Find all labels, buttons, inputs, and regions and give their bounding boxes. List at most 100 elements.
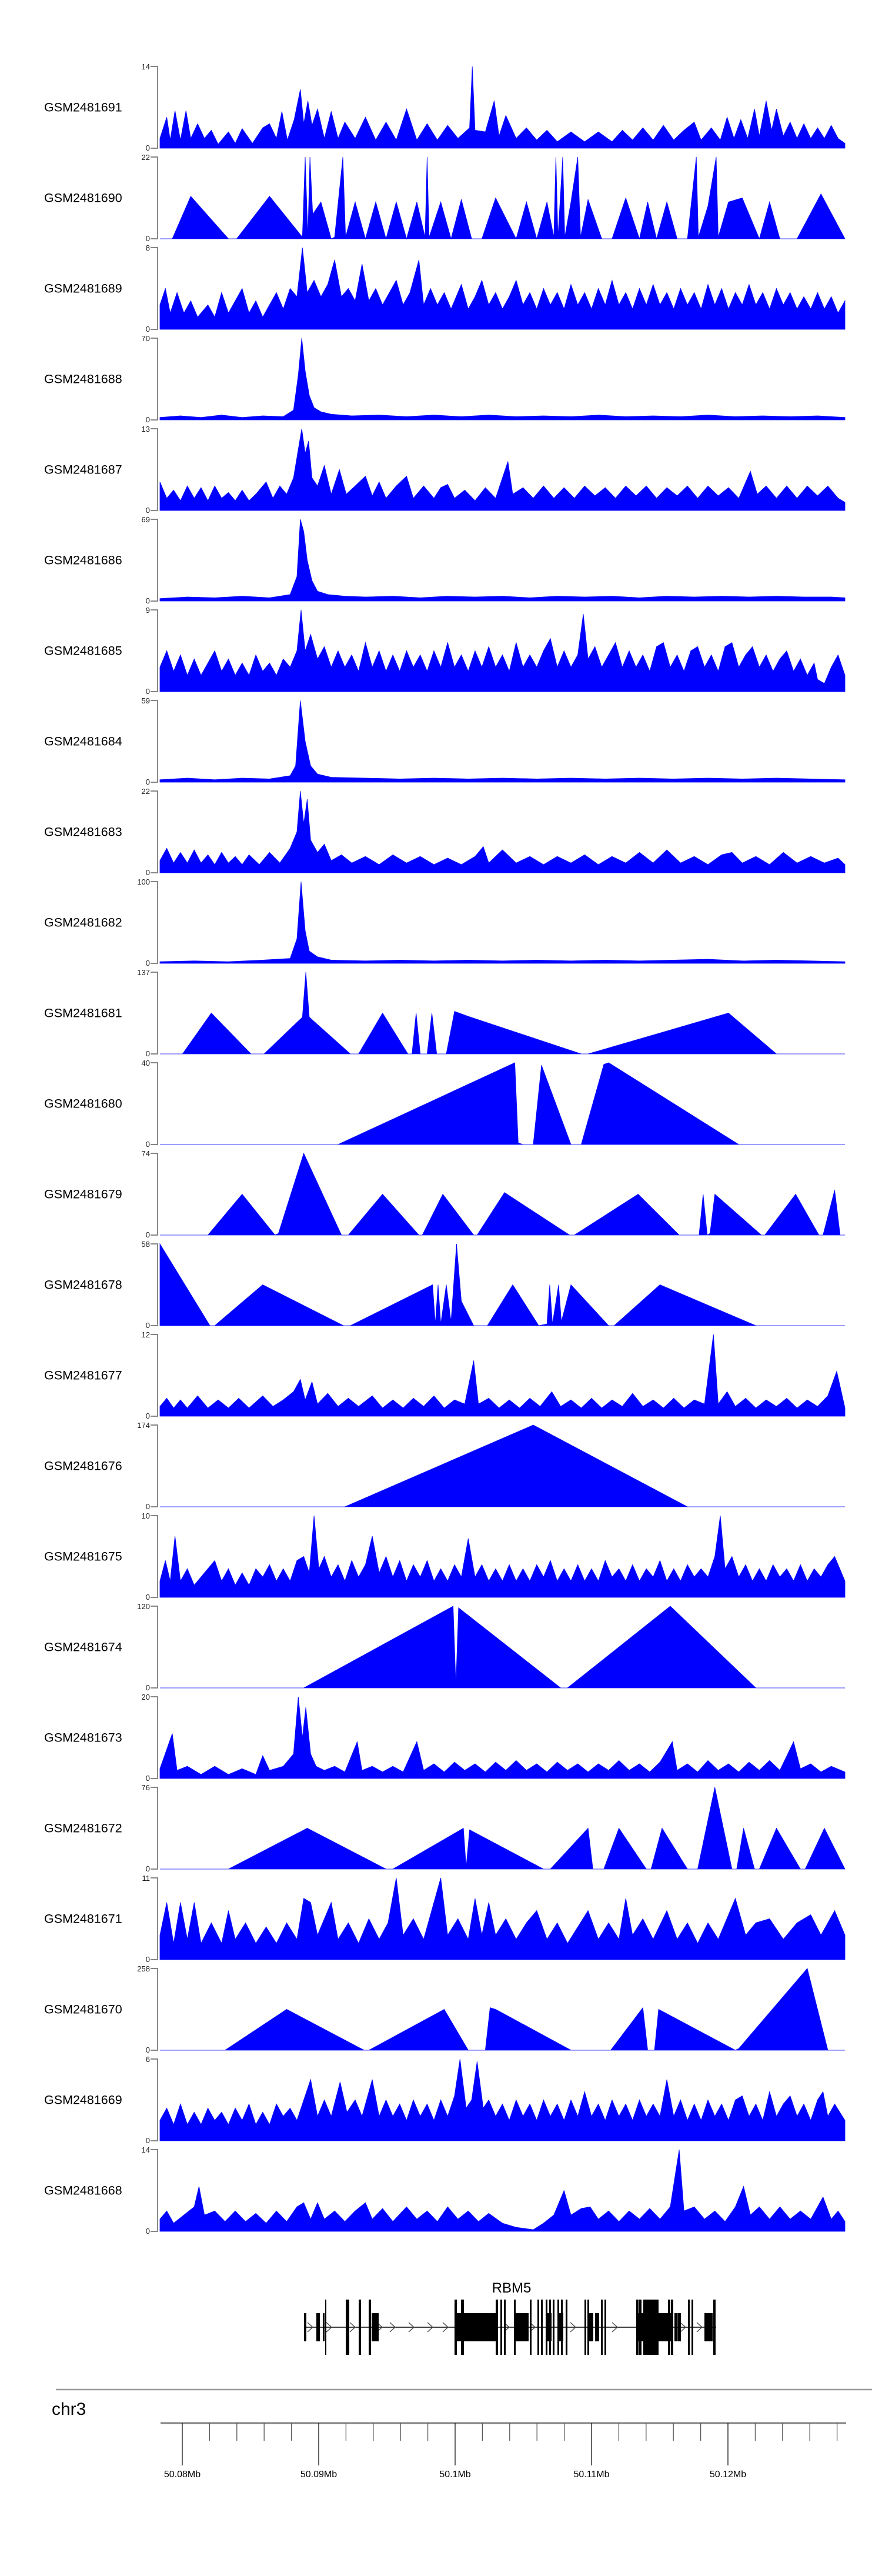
yaxis-min-label: 0 xyxy=(146,959,150,967)
exon-block xyxy=(691,2300,693,2355)
exon-block xyxy=(668,2300,670,2355)
exon-block xyxy=(323,2313,325,2341)
track-GSM2481676: GSM2481676 174 0 xyxy=(44,1421,845,1511)
track-GSM2481681: GSM2481681 137 0 xyxy=(44,968,845,1058)
track-name-label: GSM2481684 xyxy=(44,735,122,749)
coverage-profile xyxy=(159,519,846,602)
track-GSM2481669: GSM2481669 6 0 xyxy=(44,2055,846,2145)
exon-block xyxy=(636,2300,639,2355)
track-name-label: GSM2481669 xyxy=(44,2093,122,2107)
yaxis-min-label: 0 xyxy=(146,1683,150,1692)
coverage-profile xyxy=(159,2058,846,2141)
track-GSM2481690: GSM2481690 22 0 xyxy=(44,153,846,243)
exon-block xyxy=(589,2313,593,2341)
track-name-label: GSM2481681 xyxy=(44,1006,122,1020)
track-name-label: GSM2481677 xyxy=(44,1369,122,1383)
yaxis-max-label: 100 xyxy=(137,877,150,886)
yaxis-min-label: 0 xyxy=(146,1864,150,1873)
coverage-profile xyxy=(160,156,846,240)
exon-block xyxy=(500,2300,502,2355)
yaxis-bracket xyxy=(151,247,158,330)
coverage-profile xyxy=(159,700,846,783)
yaxis-bracket xyxy=(151,156,158,239)
axis-tick-label: 50.08Mb xyxy=(164,2470,201,2480)
exon-block xyxy=(688,2300,690,2355)
yaxis-bracket xyxy=(151,609,158,692)
yaxis-min-label: 0 xyxy=(146,234,150,243)
track-name-label: GSM2481690 xyxy=(44,191,122,205)
exon-block xyxy=(369,2300,371,2355)
yaxis-max-label: 69 xyxy=(142,515,150,524)
strand-arrow-icon xyxy=(408,2322,415,2333)
exon-block xyxy=(541,2300,543,2355)
axis-tick-label: 50.1Mb xyxy=(439,2470,470,2480)
exon-block xyxy=(346,2300,349,2355)
exon-block xyxy=(584,2300,586,2355)
coverage-tracks-layer: GSM2481691140GSM2481690220GSM248168980GS… xyxy=(44,62,846,2235)
exon-block xyxy=(557,2300,559,2355)
coverage-profile xyxy=(159,247,846,330)
yaxis-bracket xyxy=(151,519,158,602)
track-GSM2481670: GSM2481670 258 0 xyxy=(44,1964,845,2054)
strand-arrow-icon xyxy=(442,2322,449,2333)
axis-ticks: 50.08Mb 50.09Mb 50.1Mb 50.11Mb 50.12Mb xyxy=(164,2423,838,2480)
axis-tick-label: 50.09Mb xyxy=(300,2470,337,2480)
yaxis-min-label: 0 xyxy=(146,1230,150,1239)
coverage-profile xyxy=(160,1152,845,1236)
strand-arrow-icon xyxy=(427,2322,433,2333)
coverage-profile xyxy=(160,1424,845,1507)
coverage-profile xyxy=(159,1243,845,1326)
track-name-label: GSM2481683 xyxy=(44,825,122,839)
chromosome-label: chr3 xyxy=(52,2400,86,2419)
track-name-label: GSM2481675 xyxy=(44,1550,122,1564)
exon-block xyxy=(643,2300,659,2355)
exon-block xyxy=(504,2300,506,2355)
yaxis-max-label: 70 xyxy=(142,334,150,343)
yaxis-min-label: 0 xyxy=(146,325,150,333)
exon-block xyxy=(677,2313,681,2341)
yaxis-bracket xyxy=(151,1424,158,1507)
yaxis-max-label: 22 xyxy=(142,153,150,162)
yaxis-min-label: 0 xyxy=(146,1593,150,1601)
track-GSM2481686: GSM2481686 69 0 xyxy=(44,515,846,605)
track-name-label: GSM2481676 xyxy=(44,1459,122,1473)
yaxis-max-label: 14 xyxy=(142,62,150,71)
yaxis-bracket xyxy=(151,66,158,149)
coverage-profile xyxy=(159,881,846,964)
track-GSM2481691: GSM2481691 14 0 xyxy=(44,62,846,152)
gene-exon-shapes xyxy=(304,2300,716,2355)
yaxis-max-label: 258 xyxy=(137,1964,150,1973)
track-name-label: GSM2481679 xyxy=(44,1187,122,1202)
yaxis-min-label: 0 xyxy=(146,144,150,152)
yaxis-min-label: 0 xyxy=(146,1412,150,1420)
yaxis-bracket xyxy=(151,1153,158,1236)
coverage-profile xyxy=(159,66,846,149)
track-name-label: GSM2481671 xyxy=(44,1912,122,1926)
yaxis-max-label: 8 xyxy=(146,243,150,252)
exon-block xyxy=(372,2313,379,2341)
yaxis-max-label: 59 xyxy=(142,696,150,705)
track-GSM2481684: GSM2481684 59 0 xyxy=(44,696,846,786)
coverage-profile xyxy=(160,972,845,1055)
track-name-label: GSM2481685 xyxy=(44,644,122,658)
yaxis-min-label: 0 xyxy=(146,415,150,424)
yaxis-max-label: 76 xyxy=(142,1783,150,1792)
track-name-label: GSM2481668 xyxy=(44,2184,122,2198)
strand-arrow-icon xyxy=(307,2322,313,2333)
track-GSM2481668: GSM2481668 14 0 xyxy=(44,2145,846,2235)
yaxis-min-label: 0 xyxy=(146,778,150,786)
yaxis-bracket xyxy=(151,1243,158,1326)
yaxis-bracket xyxy=(151,1696,158,1779)
yaxis-bracket xyxy=(151,1062,158,1145)
track-name-label: GSM2481672 xyxy=(44,1821,122,1836)
track-GSM2481675: GSM2481675 10 0 xyxy=(44,1511,846,1601)
exon-block xyxy=(537,2300,539,2355)
coverage-profile xyxy=(159,609,846,692)
track-GSM2481673: GSM2481673 20 0 xyxy=(44,1693,846,1783)
track-name-label: GSM2481678 xyxy=(44,1278,122,1292)
yaxis-min-label: 0 xyxy=(146,2227,150,2235)
yaxis-bracket xyxy=(151,1515,158,1598)
exon-block xyxy=(639,2300,642,2355)
